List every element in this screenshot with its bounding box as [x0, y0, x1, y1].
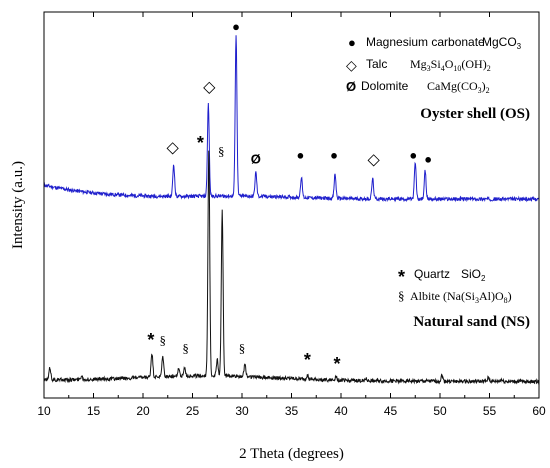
x-tick-label: 20	[136, 404, 150, 418]
legend-symbol-quartz: *	[398, 267, 405, 287]
x-tick-label: 35	[285, 404, 299, 418]
x-axis-label: 2 Theta (degrees)	[239, 446, 344, 462]
quartz-marker: *	[147, 330, 154, 350]
x-tick-label: 10	[37, 404, 51, 418]
x-tick-label: 60	[532, 404, 546, 418]
legend-formula-dolomite: CaMg(CO3)2	[427, 79, 490, 95]
talc-marker: ◇	[167, 139, 180, 156]
magnesium-carbonate-marker: ●	[232, 19, 240, 34]
x-tick-label: 50	[433, 404, 447, 418]
quartz-marker: *	[197, 133, 204, 153]
albite-marker: §	[182, 340, 189, 355]
marker-layer: ◇◇●Ø ● ● ◇ ● ●* §§* §§* *	[147, 19, 432, 374]
x-tick-label: 30	[235, 404, 249, 418]
magnesium-carbonate-marker: ●	[296, 147, 304, 162]
dolomite-marker: Ø	[251, 151, 261, 166]
series-caption-oyster-shell: Oyster shell (OS)	[420, 106, 530, 122]
x-tick-label: 40	[334, 404, 348, 418]
legend-label-quartz: Quartz	[414, 267, 450, 281]
magnesium-carbonate-marker: ●	[330, 147, 338, 162]
legend-label-dolomite: Dolomite	[361, 79, 409, 93]
series-caption-natural-sand: Natural sand (NS)	[413, 314, 530, 330]
series-layer	[43, 35, 540, 385]
magnesium-carbonate-marker: ●	[409, 147, 417, 162]
x-tick-label: 45	[384, 404, 398, 418]
talc-marker: ◇	[203, 79, 216, 96]
legend-label-talc: Talc	[366, 57, 387, 71]
x-tick-label: 55	[483, 404, 497, 418]
series-line-natural-sand	[43, 150, 540, 385]
legend-label-albite: Albite (Na(Si3Al)O8)	[410, 289, 512, 305]
legend-formula-magnesium-carbonate: MgCO3	[482, 35, 522, 51]
legend-symbol-talc: ◇	[346, 57, 357, 73]
quartz-marker: *	[334, 354, 341, 374]
talc-marker: ◇	[368, 151, 381, 168]
legend-symbol-magnesium-carbonate: ●	[348, 35, 356, 50]
albite-marker: §	[160, 332, 167, 347]
series-line-oyster-shell	[43, 35, 540, 203]
legend-label-magnesium-carbonate: Magnesium carbonate	[366, 35, 485, 49]
tick-layer: 10 15 20 25 30 35 40 45 50 55 60	[37, 12, 546, 418]
quartz-marker: *	[304, 350, 311, 370]
legend-formula-quartz: SiO2	[461, 267, 486, 283]
legend-symbol-albite: §	[398, 288, 405, 303]
legend-symbol-dolomite: Ø	[346, 79, 356, 94]
legend-formula-talc: Mg3Si4O10(OH)2	[410, 57, 491, 73]
y-axis-label: Intensity (a.u.)	[10, 161, 26, 249]
albite-marker: §	[239, 340, 246, 355]
x-tick-label: 15	[87, 404, 101, 418]
magnesium-carbonate-marker: ●	[424, 151, 432, 166]
albite-marker: §	[218, 143, 225, 158]
legend-natural-sand: * Quartz SiO2 § Albite (Na(Si3Al)O8) Nat…	[398, 267, 530, 330]
legend-oyster-shell: ● Magnesium carbonate MgCO3 ◇ Talc Mg3Si…	[346, 35, 530, 122]
x-tick-label: 25	[186, 404, 200, 418]
